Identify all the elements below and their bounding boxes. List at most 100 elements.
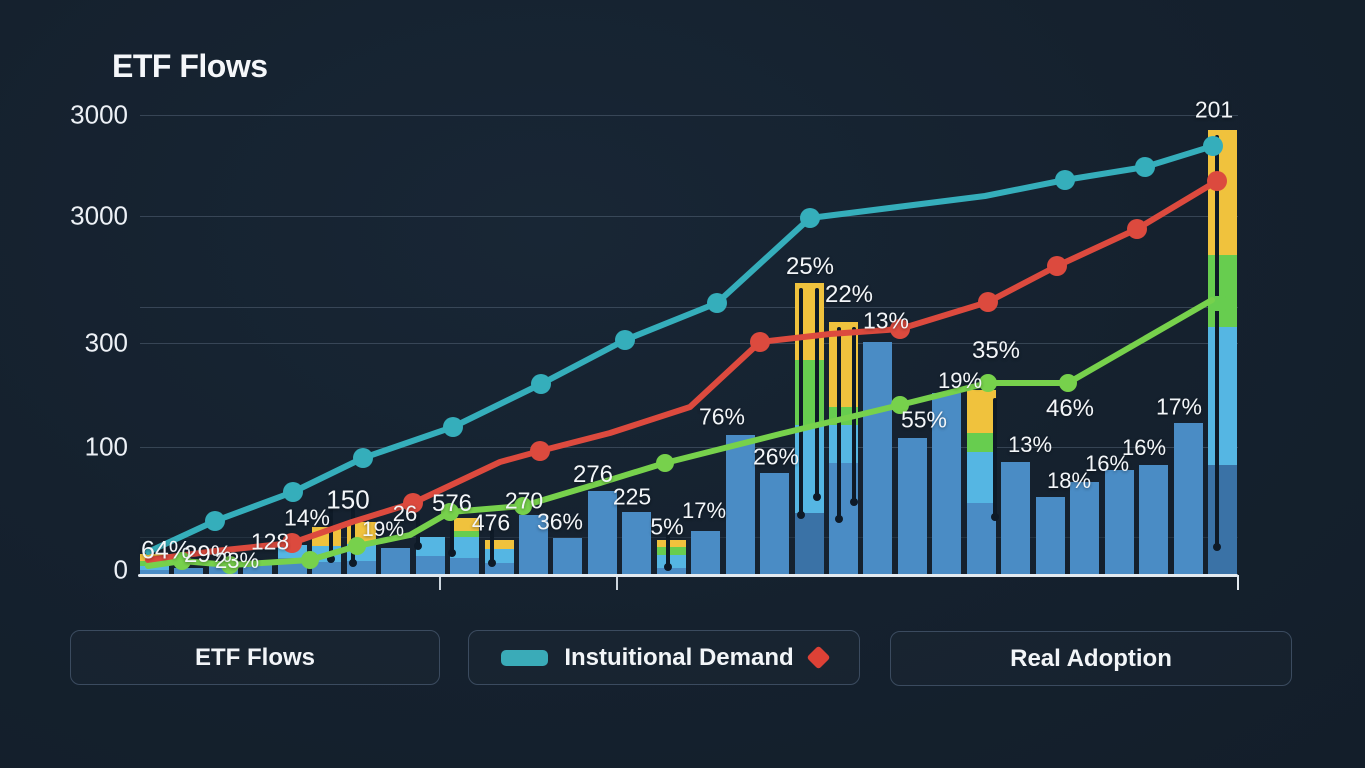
whisker-line	[329, 508, 333, 562]
bar-segment	[450, 518, 480, 531]
whisker-bead	[991, 513, 999, 521]
bar-segment	[656, 540, 686, 547]
whisker-line	[815, 288, 819, 500]
data-point-real-adoption-green	[979, 374, 997, 392]
value-label: 13%	[1007, 432, 1053, 457]
bar-segment	[897, 438, 927, 575]
value-label: 16%	[1121, 435, 1167, 460]
whisker-bead	[835, 515, 843, 523]
value-label: 26%	[752, 443, 800, 470]
gridline	[140, 115, 1238, 116]
bar-segment	[415, 537, 445, 556]
whisker-bead	[813, 493, 821, 501]
whisker-line	[1215, 135, 1219, 550]
bar-segment	[1001, 462, 1031, 575]
data-point-real-adoption-green	[173, 552, 191, 570]
bar-segment	[140, 570, 169, 575]
bar-segment	[518, 515, 548, 575]
value-label: 225	[612, 483, 652, 510]
value-label: 13%	[862, 307, 910, 334]
x-axis-line	[138, 574, 1238, 577]
legend-label-institutional-demand: Instuitional Demand	[564, 643, 794, 671]
bar-segment	[691, 531, 721, 575]
value-label: 23%	[214, 548, 260, 573]
whisker-bead	[414, 542, 422, 550]
bar-segment	[450, 531, 480, 537]
gridline	[140, 447, 1238, 448]
y-axis-tick-label: 0	[113, 554, 128, 585]
value-label: 29%	[183, 541, 233, 568]
bar-segment	[966, 390, 996, 433]
bar-segment	[656, 568, 686, 575]
value-label: 150	[326, 484, 370, 515]
whisker-line	[993, 398, 997, 520]
value-label: 17%	[1155, 393, 1203, 420]
data-point-institutional-demand-teal	[443, 417, 463, 437]
value-label: 270	[504, 487, 544, 514]
whisker-bead	[448, 549, 456, 557]
value-label: 35%	[971, 337, 1021, 364]
value-label: 19%	[937, 368, 983, 393]
bar-segment	[1139, 465, 1169, 575]
data-point-institutional-demand-teal	[283, 482, 303, 502]
data-point-real-adoption-green	[301, 551, 319, 569]
x-axis-tick	[439, 577, 441, 590]
line-demand-red	[145, 178, 1220, 563]
whisker-bead	[797, 511, 805, 519]
legend-box-institutional-demand[interactable]: Instuitional Demand	[468, 630, 860, 685]
whisker-bead	[488, 559, 496, 567]
value-label: 26	[392, 501, 418, 526]
gridline	[140, 537, 1238, 538]
bar-segment	[415, 556, 445, 575]
data-point-demand-red	[1127, 219, 1147, 239]
data-point-institutional-demand-teal	[353, 448, 373, 468]
value-label: 17%	[681, 498, 727, 523]
gridline	[140, 343, 1238, 344]
whisker-bead	[850, 498, 858, 506]
y-axis-tick-label: 100	[84, 431, 128, 462]
bar-segment	[1070, 482, 1100, 575]
bar-segment	[1035, 497, 1065, 575]
value-label: 55%	[900, 406, 948, 433]
bar-segment	[587, 491, 617, 575]
data-point-demand-red	[1047, 256, 1067, 276]
y-axis-tick-label: 3000	[70, 200, 128, 231]
page-title: ETF Flows	[112, 48, 268, 84]
teal-line-swatch-icon	[501, 649, 549, 666]
value-label: 276	[572, 461, 614, 488]
legend-box-etf-flows[interactable]: ETF Flows	[70, 630, 440, 685]
whisker-line	[450, 502, 454, 556]
bar-segment	[1104, 470, 1134, 575]
bar-segment	[932, 393, 962, 575]
bar-segment	[966, 452, 996, 503]
data-point-institutional-demand-teal	[205, 511, 225, 531]
bar-segment	[966, 433, 996, 452]
bar-segment	[450, 558, 480, 575]
value-label: 14%	[283, 504, 331, 531]
data-point-demand-red	[890, 319, 910, 339]
value-label: 46%	[1045, 395, 1095, 422]
data-point-real-adoption-green	[348, 537, 366, 555]
bar-segment	[312, 562, 342, 575]
bar-segment	[760, 473, 790, 575]
value-label: 18%	[1046, 468, 1092, 493]
value-label: 25%	[785, 253, 835, 280]
value-label: 16%	[1084, 451, 1130, 476]
bar-segment	[1207, 327, 1237, 465]
value-label: 476	[471, 509, 511, 536]
bar-segment	[174, 568, 204, 575]
value-label: 64%	[140, 536, 192, 565]
data-point-institutional-demand-teal	[531, 374, 551, 394]
legend-box-real-adoption[interactable]: Real Adoption	[890, 631, 1292, 686]
bar-segment	[656, 547, 686, 555]
data-point-institutional-demand-teal	[800, 208, 820, 228]
data-point-institutional-demand-teal	[1055, 170, 1075, 190]
value-label: 36%	[536, 508, 584, 535]
data-point-real-adoption-green	[1059, 374, 1077, 392]
bar-segment	[1207, 255, 1237, 327]
bar-segment	[1173, 423, 1203, 575]
bar-segment	[1207, 465, 1237, 575]
whisker-bead	[349, 559, 357, 567]
value-label: 76%	[698, 403, 746, 430]
whisker-bead	[1213, 543, 1221, 551]
